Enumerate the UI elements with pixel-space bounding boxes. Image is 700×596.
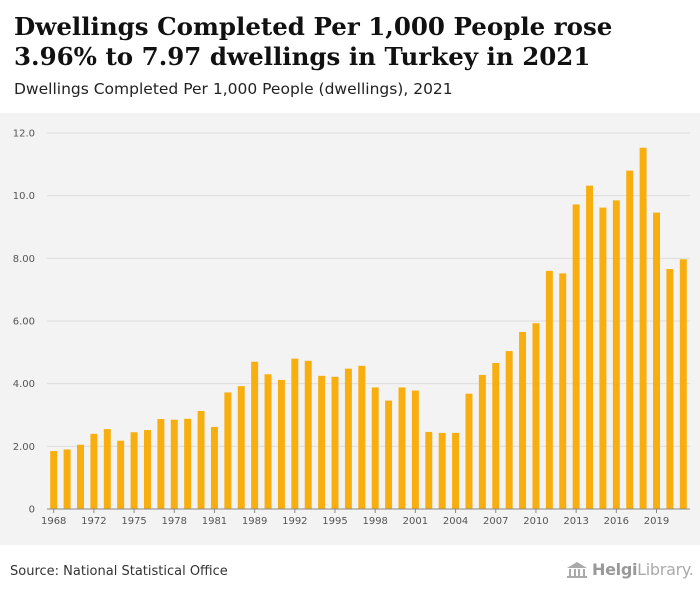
x-tick-label: 2001 <box>403 516 428 527</box>
x-tick-label: 1995 <box>322 516 347 527</box>
x-tick-label: 1998 <box>362 516 387 527</box>
bar <box>103 429 111 509</box>
bar <box>331 376 339 509</box>
chart-panel: 1968 1972 1975 1978 1981 1989 1992 1995 1998 2001… <box>0 113 700 545</box>
bar <box>318 375 326 509</box>
bar <box>304 360 312 509</box>
x-tick-label: 2013 <box>563 516 588 527</box>
bar <box>572 204 580 509</box>
chart-subtitle: Dwellings Completed Per 1,000 People (dw… <box>14 80 453 98</box>
bar <box>90 433 98 509</box>
bar <box>492 362 500 509</box>
bar <box>210 426 218 509</box>
logo-light-text: Library. <box>637 560 694 579</box>
bar <box>77 444 84 509</box>
bar <box>358 365 366 509</box>
y-tick-label: 0 <box>29 505 35 516</box>
bar <box>184 418 192 509</box>
y-tick-label: 2.00 <box>13 442 35 453</box>
bar <box>465 393 473 509</box>
bar <box>425 431 433 509</box>
bar <box>612 200 620 509</box>
bar <box>130 432 138 509</box>
grid-lines <box>47 132 690 510</box>
bar <box>264 374 272 509</box>
bar <box>559 273 567 509</box>
bar <box>50 451 58 509</box>
chart-title: Dwellings Completed Per 1,000 People ros… <box>14 12 613 71</box>
x-tick-label: 2016 <box>604 516 629 527</box>
y-tick-label: 8.00 <box>13 254 35 265</box>
bar <box>157 419 165 509</box>
x-tick-label: 2007 <box>483 516 508 527</box>
bar <box>679 259 687 509</box>
bar <box>371 387 379 509</box>
source-note: Source: National Statistical Office <box>10 564 228 579</box>
x-tick-label: 1992 <box>282 516 307 527</box>
y-tick-label: 4.00 <box>13 379 35 390</box>
bar <box>478 374 486 509</box>
x-tick-label: 1989 <box>242 516 267 527</box>
x-tick-label: 2019 <box>644 516 669 527</box>
bar <box>653 212 660 509</box>
x-tick-label: 1981 <box>202 516 227 527</box>
helgi-library-logo: HelgiLibrary. <box>566 560 694 579</box>
y-tick-label: 10.0 <box>13 191 35 202</box>
bar <box>237 386 245 509</box>
bar <box>639 147 647 510</box>
bar <box>532 323 540 509</box>
bar <box>385 400 393 509</box>
x-tick-label: 1972 <box>81 516 106 527</box>
bar <box>170 419 178 509</box>
bar <box>505 351 513 509</box>
y-axis: 0 2.00 4.00 6.00 8.00 10.0 12.0 <box>13 129 35 516</box>
bar <box>251 361 259 509</box>
x-tick-label: 1968 <box>41 516 66 527</box>
bar <box>438 432 446 509</box>
logo-bold-text: Helgi <box>592 560 638 579</box>
y-tick-label: 12.0 <box>13 129 35 140</box>
x-tick-label: 1975 <box>121 516 146 527</box>
bar <box>117 440 125 509</box>
y-tick-label: 6.00 <box>13 317 35 328</box>
x-tick-label: 1978 <box>162 516 187 527</box>
bar <box>398 387 406 509</box>
bar <box>143 430 151 509</box>
bar-chart: 1968 1972 1975 1978 1981 1989 1992 1995 1998 2001… <box>13 129 690 527</box>
bar <box>452 432 460 509</box>
bar <box>586 185 594 509</box>
bar <box>545 270 553 509</box>
bar <box>277 379 285 509</box>
bar <box>666 268 674 509</box>
bar <box>224 392 232 509</box>
bar <box>291 358 299 509</box>
bar <box>626 170 634 509</box>
bar <box>63 449 71 509</box>
bar <box>197 410 205 509</box>
bar <box>599 207 607 509</box>
bar <box>411 390 419 509</box>
x-tick-label: 2004 <box>443 516 468 527</box>
bar <box>519 331 527 509</box>
x-tick-label: 2010 <box>523 516 548 527</box>
bars <box>50 147 687 510</box>
library-building-icon <box>567 561 587 578</box>
x-axis: 1968 1972 1975 1978 1981 1989 1992 1995 1998 2001… <box>41 508 690 527</box>
bar <box>344 368 352 509</box>
